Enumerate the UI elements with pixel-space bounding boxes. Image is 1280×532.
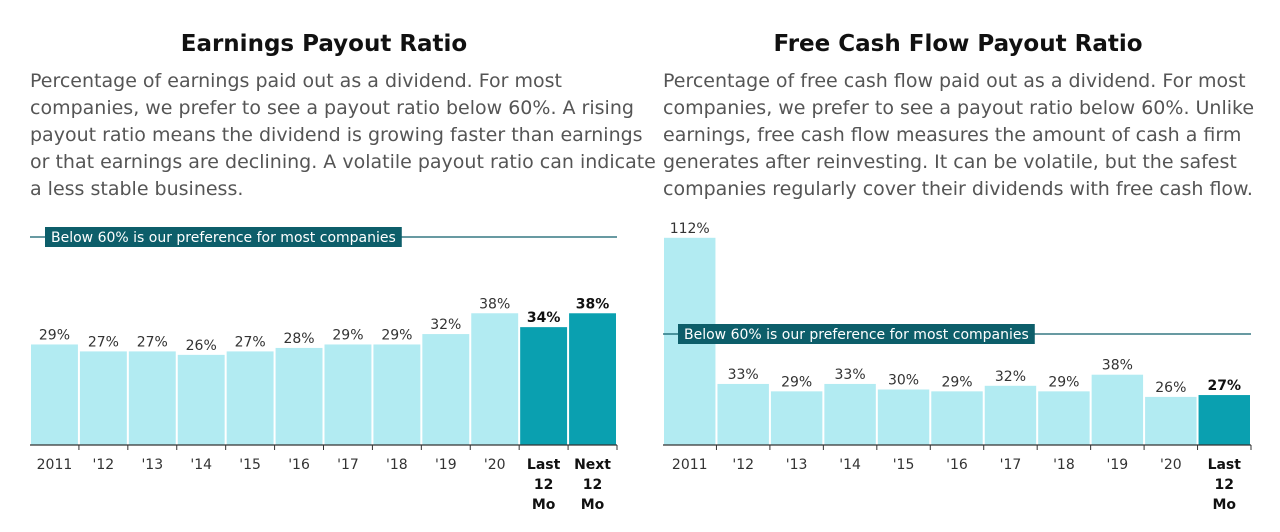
bar-value-label: 32% [995, 369, 1026, 385]
x-tick-label: '12 [93, 457, 115, 473]
bar-value-label: 112% [670, 221, 710, 237]
bar-value-label: 38% [1102, 358, 1133, 374]
description-line: Percentage of free cash flow paid out as… [663, 70, 1246, 92]
x-tick-label: '20 [1160, 457, 1182, 473]
bar-value-label: 38% [576, 296, 610, 312]
chart-description: Percentage of earnings paid out as a div… [30, 68, 656, 203]
x-tick-label: '12 [732, 457, 754, 473]
bar-value-label: 38% [479, 296, 510, 312]
bar [373, 344, 421, 445]
x-tick-label: '18 [1053, 457, 1075, 473]
bar-value-label: 29% [332, 327, 363, 343]
description-line: generates after reinvesting. It can be v… [663, 151, 1237, 173]
x-tick-label: '19 [1107, 457, 1129, 473]
bar [275, 347, 323, 445]
bar-value-label: 29% [39, 327, 70, 343]
bar [79, 351, 127, 445]
bar [324, 344, 372, 445]
bar [717, 383, 769, 445]
bar-value-label: 28% [283, 331, 314, 347]
reference-label-box [45, 227, 402, 247]
reference-label: Below 60% is our preference for most com… [51, 230, 396, 246]
bar [1038, 391, 1090, 445]
bar [1145, 396, 1197, 445]
description-line: earnings, free cash flow measures the am… [663, 124, 1242, 146]
chart-title: Earnings Payout Ratio [180, 31, 468, 57]
description-line: Percentage of earnings paid out as a div… [30, 70, 562, 92]
bar [226, 351, 274, 445]
bar [824, 383, 876, 445]
bar [1091, 374, 1144, 445]
bar [128, 351, 176, 445]
x-tick-label: 12 [1215, 477, 1234, 493]
x-tick-label: '17 [337, 457, 359, 473]
bar [770, 391, 823, 445]
x-tick-label: '15 [893, 457, 915, 473]
x-tick-label: 2011 [672, 457, 708, 473]
description-line: companies, we prefer to see a payout rat… [663, 97, 1255, 119]
x-tick-label: Mo [581, 497, 605, 513]
fcf-payout-panel: Free Cash Flow Payout Ratio Percentage o… [663, 0, 1255, 203]
description-line: or that earnings are declining. A volati… [30, 151, 656, 173]
bar [520, 327, 568, 445]
bar [177, 354, 225, 445]
bar [984, 385, 1037, 445]
bar-value-label: 26% [1155, 380, 1186, 396]
x-tick-label: '13 [141, 457, 163, 473]
x-tick-label: 2011 [37, 457, 73, 473]
bar-value-label: 32% [430, 317, 461, 333]
bar-value-label: 26% [186, 338, 217, 354]
bar-value-label: 29% [1048, 374, 1079, 390]
chart-description: Percentage of free cash flow paid out as… [663, 68, 1255, 203]
description-line: companies, we prefer to see a payout rat… [30, 97, 634, 119]
x-tick-label: 12 [534, 477, 553, 493]
bar-value-label: 33% [728, 367, 759, 383]
x-tick-label: '13 [786, 457, 808, 473]
bar [1198, 395, 1250, 445]
x-tick-label: '17 [1000, 457, 1022, 473]
x-tick-label: 12 [583, 477, 602, 493]
x-tick-label: Next [574, 457, 611, 473]
x-tick-label: '19 [435, 457, 457, 473]
bar-value-label: 27% [88, 334, 119, 350]
description-line: companies regularly cover their dividend… [663, 178, 1253, 200]
x-tick-label: Mo [532, 497, 556, 513]
x-tick-label: '16 [946, 457, 968, 473]
x-tick-label: '14 [190, 457, 212, 473]
bar [569, 313, 616, 445]
bar-value-label: 29% [381, 327, 412, 343]
bar [931, 391, 983, 445]
x-tick-label: '20 [484, 457, 506, 473]
bar-value-label: 29% [781, 374, 812, 390]
x-tick-label: '16 [288, 457, 310, 473]
bar [471, 313, 519, 445]
x-tick-label: Last [527, 457, 561, 473]
bar [877, 389, 930, 445]
x-tick-label: '15 [239, 457, 261, 473]
bar-value-label: 27% [235, 334, 266, 350]
bar-value-label: 30% [888, 373, 919, 389]
x-tick-label: '14 [839, 457, 861, 473]
bar-value-label: 27% [137, 334, 168, 350]
bar-value-label: 29% [941, 374, 972, 390]
bar-value-label: 33% [835, 367, 866, 383]
x-tick-label: Mo [1212, 497, 1236, 513]
chart-title: Free Cash Flow Payout Ratio [773, 31, 1143, 57]
x-tick-label: '18 [386, 457, 408, 473]
description-line: a less stable business. [30, 178, 244, 200]
reference-label: Below 60% is our preference for most com… [684, 327, 1029, 343]
bar-value-label: 34% [527, 310, 561, 326]
description-line: payout ratio means the dividend is growi… [30, 124, 643, 146]
earnings-payout-panel: Earnings Payout Ratio Percentage of earn… [30, 0, 656, 203]
reference-label-box [678, 324, 1035, 344]
x-tick-label: Last [1208, 457, 1242, 473]
bar [31, 344, 78, 445]
bar-value-label: 27% [1208, 378, 1242, 394]
bar [422, 334, 470, 445]
